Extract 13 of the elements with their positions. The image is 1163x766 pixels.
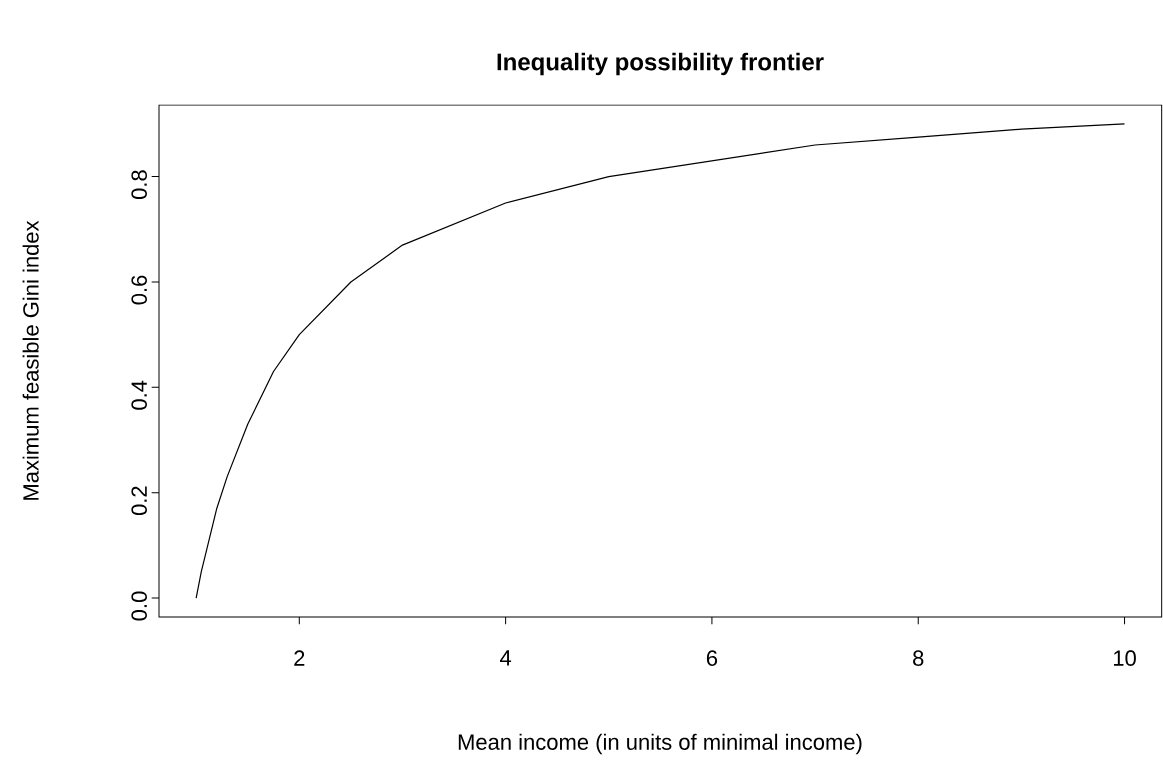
y-axis-title: Maximum feasible Gini index — [22, 220, 39, 500]
y-tick-label: 0.8 — [131, 170, 147, 200]
x-axis-title: Mean income (in units of minimal income) — [458, 733, 862, 755]
x-tick-label: 8 — [913, 650, 924, 666]
y-tick-label: 0.4 — [131, 380, 147, 410]
x-tick-label: 2 — [294, 650, 305, 666]
x-tick-label: 4 — [499, 650, 512, 666]
y-tick-label: 0.6 — [131, 275, 147, 305]
chart-title: Inequality possibility frontier — [497, 52, 824, 76]
x-tick-label: 10 — [1113, 650, 1136, 666]
x-tick-label: 6 — [706, 650, 718, 666]
y-tick-label: 0.2 — [131, 486, 147, 516]
y-tick-label: 0.0 — [131, 591, 147, 621]
